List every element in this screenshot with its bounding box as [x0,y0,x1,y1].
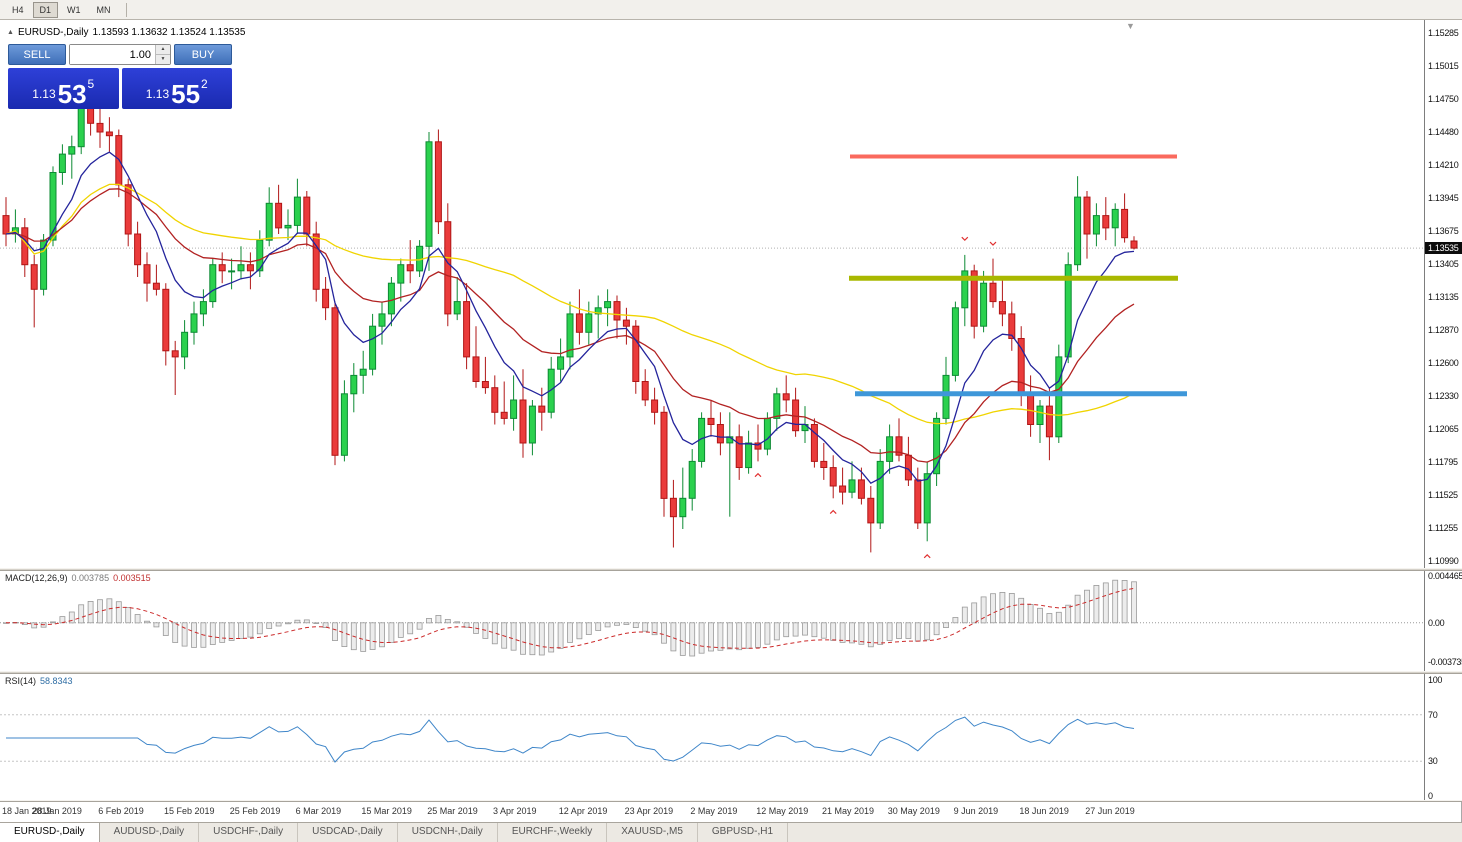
chart-tab-8[interactable]: GBPUSD-,H1 [698,823,789,842]
price-tick-label: 1.13405 [1428,259,1459,270]
date-axis-label: 25 Mar 2019 [427,806,478,816]
buy-button[interactable]: BUY [174,44,232,65]
panel-separator[interactable] [0,568,1462,571]
sell-price-prefix: 1.13 [32,87,56,101]
volume-up-button[interactable]: ▲ [156,45,170,55]
date-axis-label: 12 May 2019 [756,806,809,816]
sell-button[interactable]: SELL [8,44,66,65]
sell-price-button[interactable]: 1.13 53 5 [8,68,119,109]
last-bar-marker-icon: ▼ [1126,21,1135,31]
price-tick-label: 1.13945 [1428,192,1459,203]
rsi-panel[interactable] [0,674,1425,800]
date-axis[interactable]: 18 Jan 2019 28 Jan 2019 6 Feb 2019 15 Feb 2… [0,802,1425,822]
price-tick-label: 1.11795 [1428,457,1458,468]
macd-scale: 0.004465 0.00 -0.003735 [1424,571,1462,671]
price-scale[interactable]: 1.15285 1.15015 1.14750 1.14480 1.14210 1.139… [1424,20,1462,568]
chart-title: ▲ EURUSD-,Daily 1.13593 1.13632 1.13524 … [7,27,245,38]
price-tick-label: 1.14750 [1428,93,1459,104]
date-axis-label: 27 Jun 2019 [1085,806,1135,816]
volume-down-button[interactable]: ▼ [156,55,170,64]
price-tick-label: 1.11255 [1428,523,1458,534]
macd-scale-label: 0.00 [1428,617,1445,628]
rsi-scale-label: 30 [1428,756,1438,767]
price-tick-label: 1.11525 [1428,490,1458,501]
date-axis-label: 25 Feb 2019 [229,806,281,816]
chart-tab-4[interactable]: USDCAD-,Daily [298,823,398,842]
buy-price-button[interactable]: 1.13 55 2 [121,68,232,109]
date-axis-label: 6 Feb 2019 [98,806,144,816]
price-tick-label: 1.12870 [1428,324,1459,335]
price-tick-label: 1.14210 [1428,160,1459,171]
chart-tab-7[interactable]: XAUUSD-,M5 [607,823,698,842]
date-axis-label: 28 Jan 2019 [32,806,82,816]
timeframe-button-d1[interactable]: D1 [32,1,59,18]
date-axis-label: 6 Mar 2019 [295,806,342,816]
price-tick-label: 1.13675 [1428,225,1459,236]
macd-value: 0.003785 [71,573,110,583]
price-tick-label: 1.12065 [1428,423,1459,434]
date-axis-label: 12 Apr 2019 [558,806,608,816]
rsi-scale-label: 0 [1428,791,1433,801]
date-axis-label: 9 Jun 2019 [953,806,999,816]
date-axis-label: 15 Feb 2019 [164,806,215,816]
timeframe-button-w1[interactable]: W1 [67,4,81,15]
volume-field: ▲ ▼ [69,44,171,65]
price-tick-label: 1.10990 [1428,556,1459,566]
sell-price-sup: 5 [87,77,95,91]
price-tick-label: 1.15285 [1428,28,1459,38]
volume-spinner: ▲ ▼ [155,45,170,64]
timeframe-toolbar: H4 D1 W1 MN [0,0,1462,20]
rsi-scale-label: 100 [1428,675,1443,685]
panel-separator [0,800,1462,802]
rsi-label: RSI(14) 58.8343 [5,676,73,686]
date-axis-label: 18 Jun 2019 [1019,806,1069,816]
buy-price-prefix: 1.13 [145,87,170,101]
current-price-tag: 1.13535 [1425,242,1462,255]
price-tick-label: 1.12600 [1428,358,1459,369]
volume-input[interactable] [70,45,155,64]
price-chart-svg[interactable] [0,20,1425,568]
chart-tab-3[interactable]: USDCHF-,Daily [199,823,299,842]
date-axis-label: 21 May 2019 [822,806,875,816]
rsi-value: 58.8343 [40,676,73,686]
chart-title-ohlc: 1.13593 1.13632 1.13524 1.13535 [92,27,246,38]
macd-name: MACD(12,26,9) [5,573,68,583]
timeframe-button-h4[interactable]: H4 [12,4,24,15]
date-axis-label: 30 May 2019 [887,806,940,816]
rsi-name: RSI(14) [5,676,37,686]
date-axis-label: 3 Apr 2019 [493,806,537,816]
date-axis-label: 23 Apr 2019 [624,806,674,816]
rsi-chart-svg [0,714,1425,763]
price-tick-label: 1.12330 [1428,391,1459,402]
price-tick-label: 1.13135 [1428,292,1459,303]
one-click-trade-panel: SELL ▲ ▼ BUY 1.13 53 5 1.13 55 2 [8,44,232,109]
one-click-collapse-icon[interactable]: ▲ [7,29,14,36]
chart-tab-1[interactable]: EURUSD-,Daily [0,823,100,842]
price-tick-label: 1.15015 [1428,61,1459,72]
chart-canvas[interactable] [0,20,1425,568]
date-axis-label: 2 May 2019 [690,806,738,816]
price-tick-label: 1.14480 [1428,126,1459,137]
chart-tab-bar: EURUSD-,Daily AUDUSD-,Daily USDCHF-,Daily U… [0,822,1462,842]
chart-title-symbol: EURUSD-,Daily [17,27,89,38]
chart-tab-5[interactable]: USDCNH-,Daily [398,823,498,842]
macd-scale-label: -0.003735 [1428,657,1462,667]
macd-panel[interactable] [0,571,1425,671]
toolbar-divider [125,2,127,17]
macd-label: MACD(12,26,9) 0.003785 0.003515 [5,573,151,583]
date-axis-label: 15 Mar 2019 [361,806,412,816]
chart-tab-2[interactable]: AUDUSD-,Daily [100,823,200,842]
rsi-scale-label: 70 [1428,709,1438,720]
macd-signal-value: 0.003515 [113,573,151,583]
rsi-scale: 100 70 30 0 [1424,674,1462,801]
macd-scale-label: 0.004465 [1428,571,1462,581]
buy-price-sup: 2 [201,77,208,91]
buy-price-big: 55 [171,78,201,109]
date-axis-label: 18 Jan 2019 [2,806,52,816]
chart-tab-6[interactable]: EURCHF-,Weekly [498,823,608,842]
panel-separator[interactable] [0,671,1462,674]
sell-price-big: 53 [57,78,87,109]
macd-chart-svg [0,579,1425,657]
timeframe-button-mn[interactable]: MN [96,4,111,15]
